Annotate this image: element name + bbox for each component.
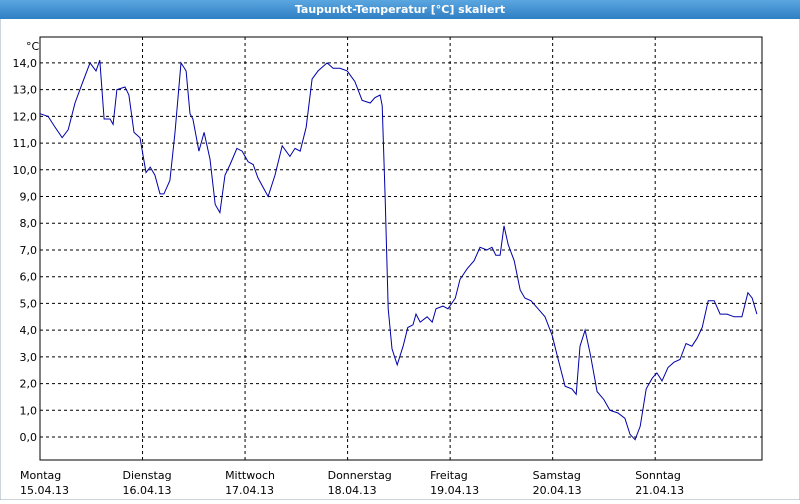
x-tick-date: 15.04.13 [20,484,69,497]
x-tick-date: 17.04.13 [225,484,274,497]
x-tick-label: Mittwoch [225,469,275,482]
y-tick-label: 4,0 [20,324,38,337]
y-unit: °C [26,40,40,53]
y-tick-label: 6,0 [20,271,38,284]
y-tick-label: 13,0 [13,84,38,97]
x-tick-date: 16.04.13 [123,484,172,497]
y-tick-label: 2,0 [20,378,38,391]
y-tick-label: 3,0 [20,351,38,364]
data-line [39,60,758,441]
y-tick-label: 5,0 [20,297,38,310]
y-tick-label: 11,0 [13,137,38,150]
y-tick-label: 14,0 [13,57,38,70]
x-tick-date: 19.04.13 [430,484,479,497]
x-tick-date: 18.04.13 [328,484,377,497]
y-tick-label: 1,0 [20,404,38,417]
y-tick-label: 8,0 [20,217,38,230]
chart-title: Taupunkt-Temperatur [°C] skaliert [295,3,505,16]
y-tick-label: 10,0 [13,164,38,177]
plot-area [39,36,763,461]
x-tick-label: Sonntag [635,469,681,482]
y-tick-label: 12,0 [13,110,38,123]
x-tick-label: Montag [20,469,61,482]
y-tick-label: 9,0 [20,191,38,204]
x-tick-label: Donnerstag [328,469,392,482]
title-bar [0,0,800,19]
y-tick-label: 7,0 [20,244,38,257]
x-tick-date: 20.04.13 [533,484,582,497]
x-tick-date: 21.04.13 [635,484,684,497]
x-tick-label: Freitag [430,469,468,482]
x-tick-label: Samstag [533,469,581,482]
x-tick-label: Dienstag [123,469,172,482]
y-tick-label: 0,0 [20,431,38,444]
